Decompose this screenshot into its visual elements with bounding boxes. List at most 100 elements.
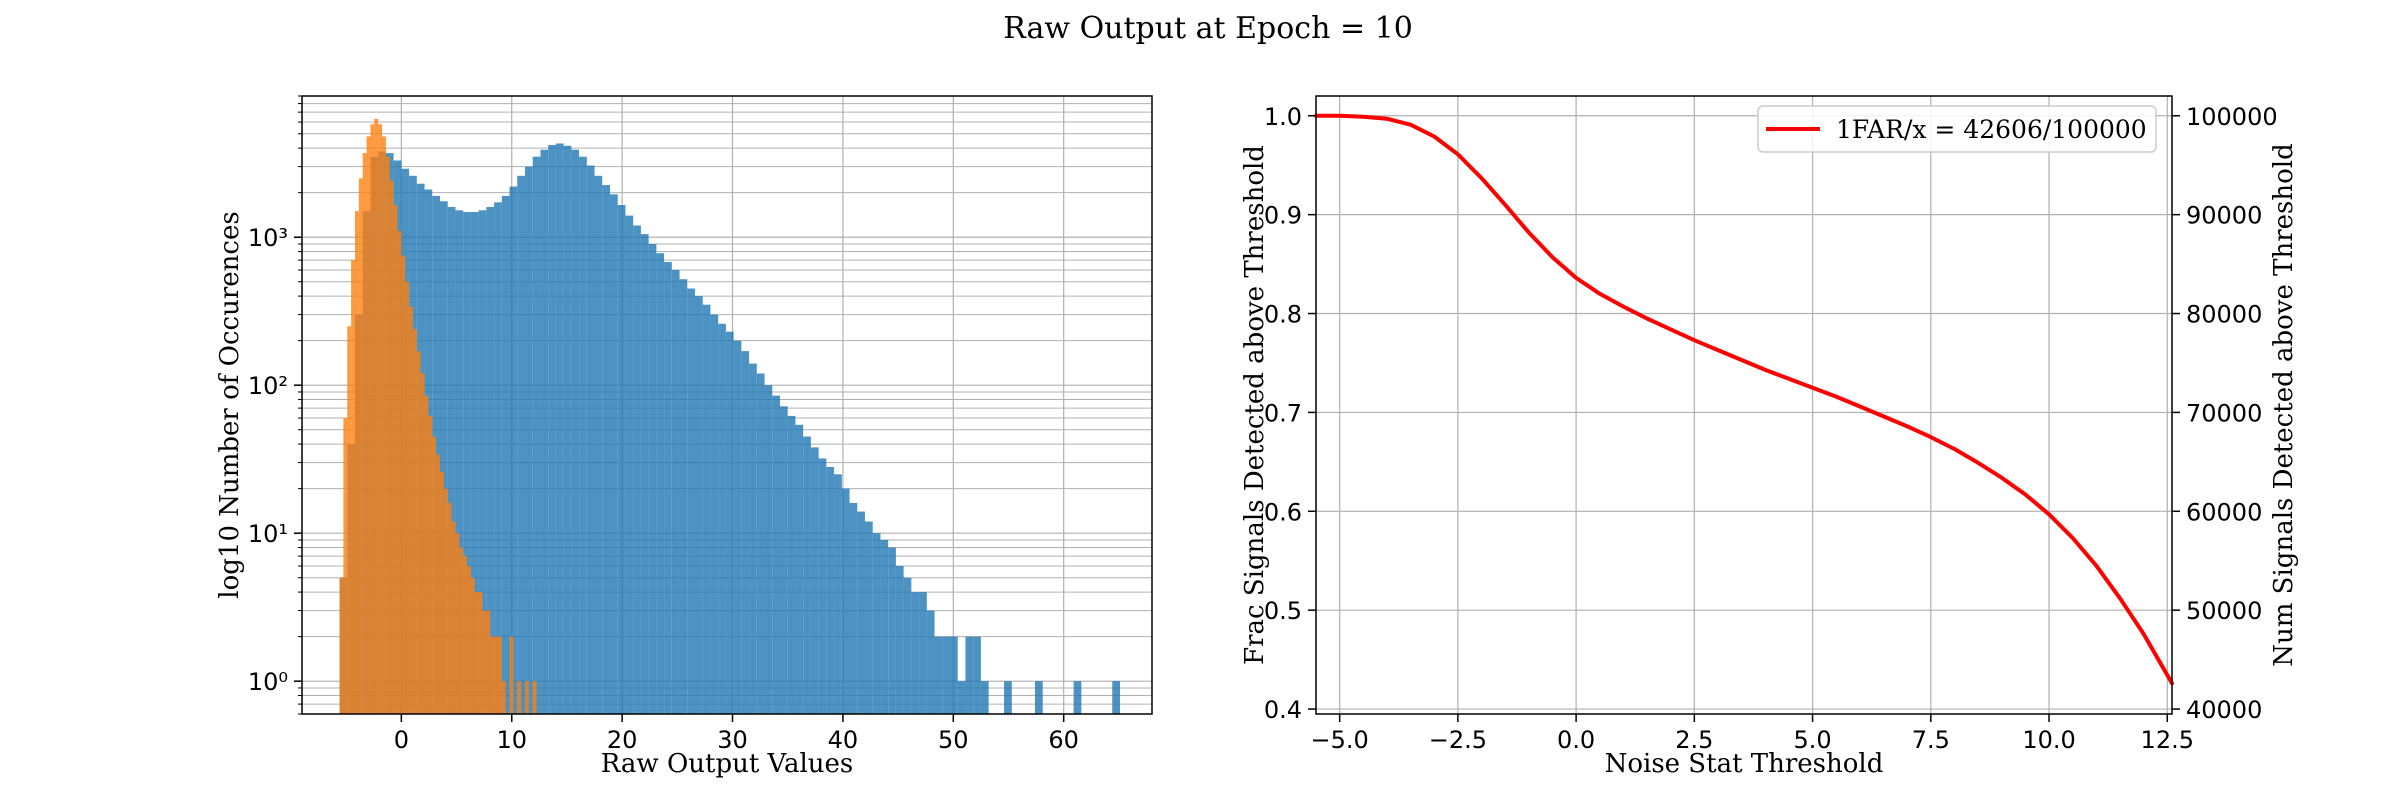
histogram-bar-blue [694, 296, 703, 714]
histogram-bar-blue [980, 681, 989, 714]
histogram-bar-blue [1034, 681, 1043, 714]
line-chart-frame [1315, 95, 2173, 715]
histogram-bar-blue [679, 279, 688, 714]
histogram-bar-blue [710, 314, 719, 714]
histogram-bar-orange [509, 636, 514, 714]
line-panel: −5.0 −2.5 0.0 2.5 5.0 7.5 10.0 12.5 0.4 0.5 0.6 0.7… [1240, 95, 2299, 779]
histogram-bar-orange [343, 418, 348, 714]
histogram-bar-blue [579, 156, 587, 715]
line-chart-y2-tick-label: 80000 [2186, 301, 2262, 329]
line-chart-y-tick-label: 0.4 [1264, 696, 1302, 724]
histogram-bar-blue [749, 363, 757, 714]
line-chart-y2-tick-label: 70000 [2186, 399, 2262, 427]
histogram-bar-orange [436, 454, 440, 714]
histogram-bar-blue [486, 207, 495, 714]
histogram-bar-blue [818, 458, 827, 714]
line-chart-y2-tick-label: 40000 [2186, 696, 2262, 724]
histogram-bar-blue [540, 149, 549, 714]
histogram-bar-blue [509, 186, 518, 714]
histogram-bar-orange [470, 577, 475, 714]
histogram-bar-blue [795, 424, 804, 714]
histogram-bar-blue [447, 207, 456, 714]
histogram-bar-blue [949, 636, 958, 714]
histogram-bar-orange [467, 566, 471, 714]
histogram-x-tick-label: 60 [1048, 726, 1079, 754]
histogram-bar-blue [702, 304, 711, 714]
line-chart-y2-tick-label: 90000 [2186, 202, 2262, 230]
histogram-bar-blue [664, 262, 672, 714]
histogram-bar-orange [370, 124, 375, 715]
line-chart-x-tick-label: 12.5 [2141, 726, 2194, 754]
line-chart-x-tick-label: 0.0 [1557, 726, 1595, 754]
histogram-bar-blue [756, 373, 765, 714]
line-chart-x-tick-label: 10.0 [2022, 726, 2075, 754]
histogram-bar-blue [857, 511, 865, 714]
histogram-bar-blue [725, 331, 734, 714]
line-chart-lines [1314, 113, 2174, 686]
histogram-bar-blue [942, 636, 950, 714]
histogram-y-axis-label: log10 Number of Occurences [215, 211, 245, 598]
histogram-bar-blue [617, 205, 626, 714]
histogram-bar-orange [405, 281, 410, 714]
histogram-bar-orange [501, 681, 506, 714]
histogram-bar-orange [497, 636, 502, 714]
histogram-bar-orange [439, 471, 444, 714]
histogram-bar-blue [787, 415, 796, 714]
histogram-bar-orange [517, 681, 522, 714]
histogram-bar-orange [397, 231, 402, 715]
histogram-bar-orange [420, 373, 425, 714]
histogram-bar-blue [517, 175, 525, 714]
line-chart-grid [1316, 96, 2172, 714]
histogram-bar-blue [478, 210, 487, 715]
histogram-bar-blue [571, 149, 580, 714]
histogram-bar-orange [455, 533, 460, 714]
histogram-y-tick-label: 10⁰ [248, 668, 288, 696]
histogram-bar-blue [834, 474, 842, 714]
histogram-ticks: 10⁰ 10¹ 10² 10³ 0 10 20 30 40 50 60 [248, 95, 1079, 754]
line-chart-y-tick-label: 0.9 [1264, 202, 1302, 230]
histogram-x-axis-label: Raw Output Values [601, 749, 853, 779]
line-chart-y-tick-label: 0.8 [1264, 301, 1302, 329]
histogram-x-tick-label: 0 [394, 726, 409, 754]
histogram-bar-blue [810, 447, 819, 714]
histogram-bar-blue [494, 202, 502, 714]
histogram-bar-blue [524, 166, 533, 714]
histogram-bar-blue [841, 488, 850, 714]
histogram-bar-orange [351, 260, 355, 714]
histogram-bar-orange [416, 351, 421, 714]
histogram-bar-blue [903, 577, 912, 714]
histogram-bar-blue [803, 436, 811, 714]
histogram-bar-orange [463, 556, 468, 714]
histogram-bar-blue [548, 144, 556, 714]
histogram-bar-blue [973, 636, 981, 714]
histogram-bar-blue [671, 270, 680, 714]
line-chart-x-tick-label: 5.0 [1793, 726, 1831, 754]
line-chart-y2-tick-label: 50000 [2186, 597, 2262, 625]
histogram-bar-orange [482, 610, 487, 714]
histogram-bar-orange [358, 178, 363, 714]
histogram-bar-orange [474, 592, 479, 714]
line-chart-ticks: −5.0 −2.5 0.0 2.5 5.0 7.5 10.0 12.5 0.4 0.5 0.6 0.7… [1264, 103, 2278, 754]
histogram-bar-orange [382, 136, 386, 715]
histogram-bar-blue [733, 340, 742, 714]
histogram-bar-orange [385, 156, 390, 715]
histogram-bar-orange [443, 488, 448, 714]
histogram-bar-orange [389, 180, 394, 714]
histogram-bar-blue [455, 210, 464, 715]
histogram-bar-blue [501, 195, 510, 714]
histogram-bar-orange [374, 118, 379, 714]
histogram-bar-blue [602, 185, 610, 714]
histogram-bar-blue [687, 288, 695, 714]
histogram-bar-blue [633, 225, 641, 714]
histogram-bar-orange [347, 326, 352, 714]
histogram-bar-blue [1073, 681, 1082, 714]
histogram-bar-orange [451, 521, 456, 714]
line-chart-x-tick-label: 7.5 [1912, 726, 1950, 754]
histogram-bar-blue [648, 243, 657, 714]
histogram-frame [301, 95, 1153, 715]
histogram-y-tick-label: 10² [248, 372, 288, 400]
histogram-bar-orange [490, 636, 495, 714]
histogram-bar-blue [594, 175, 603, 714]
legend-box [1757, 105, 2157, 153]
